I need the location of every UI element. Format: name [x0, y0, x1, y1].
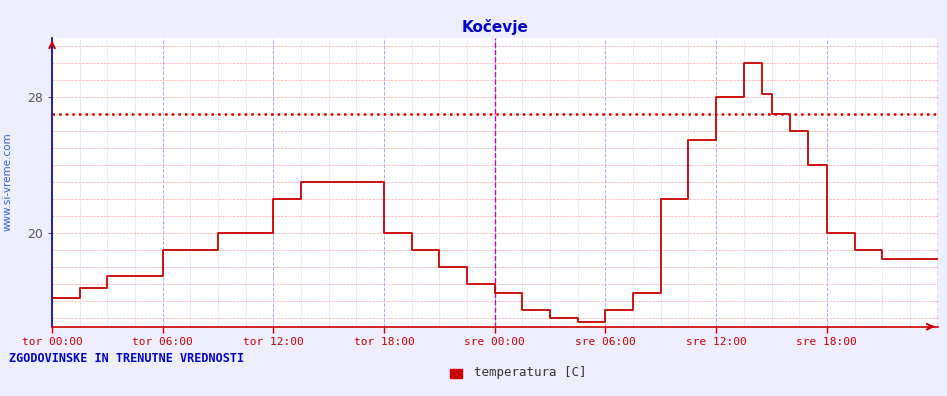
Text: ZGODOVINSKE IN TRENUTNE VREDNOSTI: ZGODOVINSKE IN TRENUTNE VREDNOSTI	[9, 352, 244, 366]
Text: www.si-vreme.com: www.si-vreme.com	[3, 133, 13, 232]
Title: Kočevje: Kočevje	[461, 19, 528, 35]
Text: temperatura [C]: temperatura [C]	[474, 366, 586, 379]
